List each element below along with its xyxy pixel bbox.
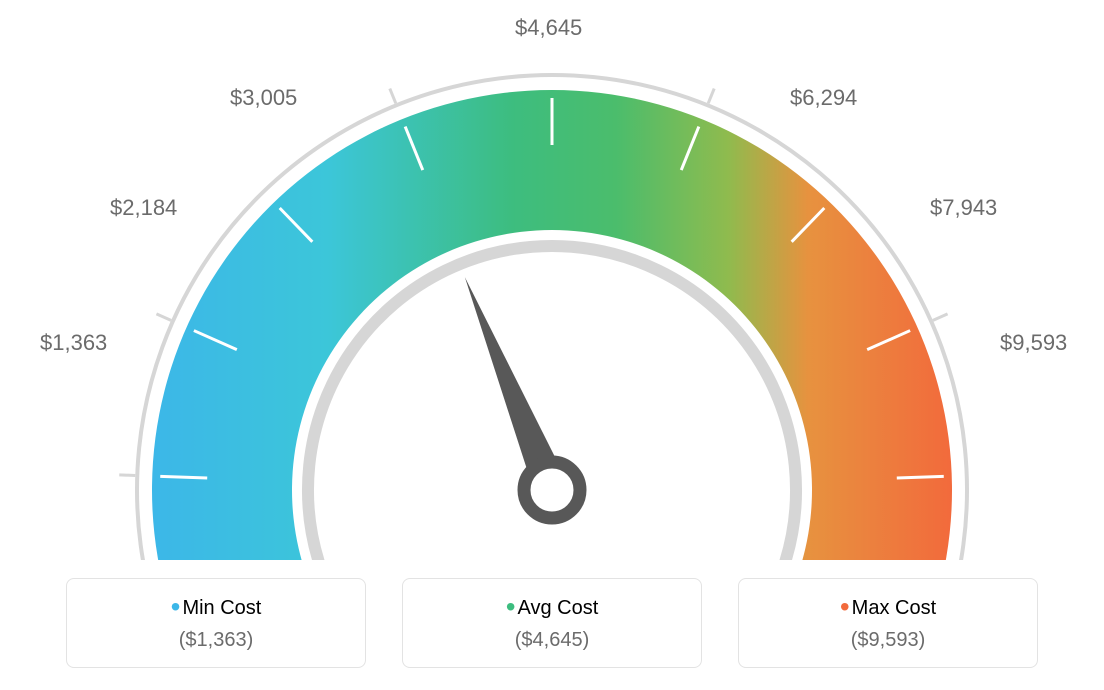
legend-value-avg: ($4,645) <box>515 629 590 652</box>
legend-title-label: Max Cost <box>852 597 936 620</box>
dot-icon: • <box>840 593 850 621</box>
gauge-tick-label: $4,645 <box>515 15 582 41</box>
gauge-tick-label: $1,363 <box>40 330 107 356</box>
legend-value-min: ($1,363) <box>179 629 254 652</box>
legend-row: • Min Cost ($1,363) • Avg Cost ($4,645) … <box>0 578 1104 668</box>
legend-card-max: • Max Cost ($9,593) <box>738 578 1038 668</box>
gauge-outer-tick <box>156 314 171 321</box>
legend-card-avg: • Avg Cost ($4,645) <box>402 578 702 668</box>
legend-title-label: Min Cost <box>182 597 261 620</box>
legend-title-max: • Max Cost <box>840 595 936 623</box>
gauge-outer-tick <box>933 314 948 321</box>
legend-value-max: ($9,593) <box>851 629 926 652</box>
gauge-tick-label: $7,943 <box>930 195 997 221</box>
gauge-tick-label: $3,005 <box>230 85 297 111</box>
gauge-tick-label: $6,294 <box>790 85 857 111</box>
gauge-tick <box>160 476 207 478</box>
gauge-outer-tick <box>390 89 396 104</box>
legend-title-min: • Min Cost <box>171 595 262 623</box>
dot-icon: • <box>171 593 181 621</box>
legend-title-label: Avg Cost <box>518 597 599 620</box>
gauge-svg <box>0 0 1104 560</box>
legend-card-min: • Min Cost ($1,363) <box>66 578 366 668</box>
gauge-tick-label: $2,184 <box>110 195 177 221</box>
gauge-hub <box>524 462 580 518</box>
legend-title-avg: • Avg Cost <box>506 595 599 623</box>
gauge-outer-tick <box>708 89 714 104</box>
gauge-tick <box>897 476 944 478</box>
cost-gauge: $1,363 $2,184 $3,005 $4,645 $6,294 $7,943 $9,5… <box>0 0 1104 560</box>
dot-icon: • <box>506 593 516 621</box>
gauge-tick-label: $9,593 <box>1000 330 1067 356</box>
gauge-outer-tick <box>119 475 135 476</box>
